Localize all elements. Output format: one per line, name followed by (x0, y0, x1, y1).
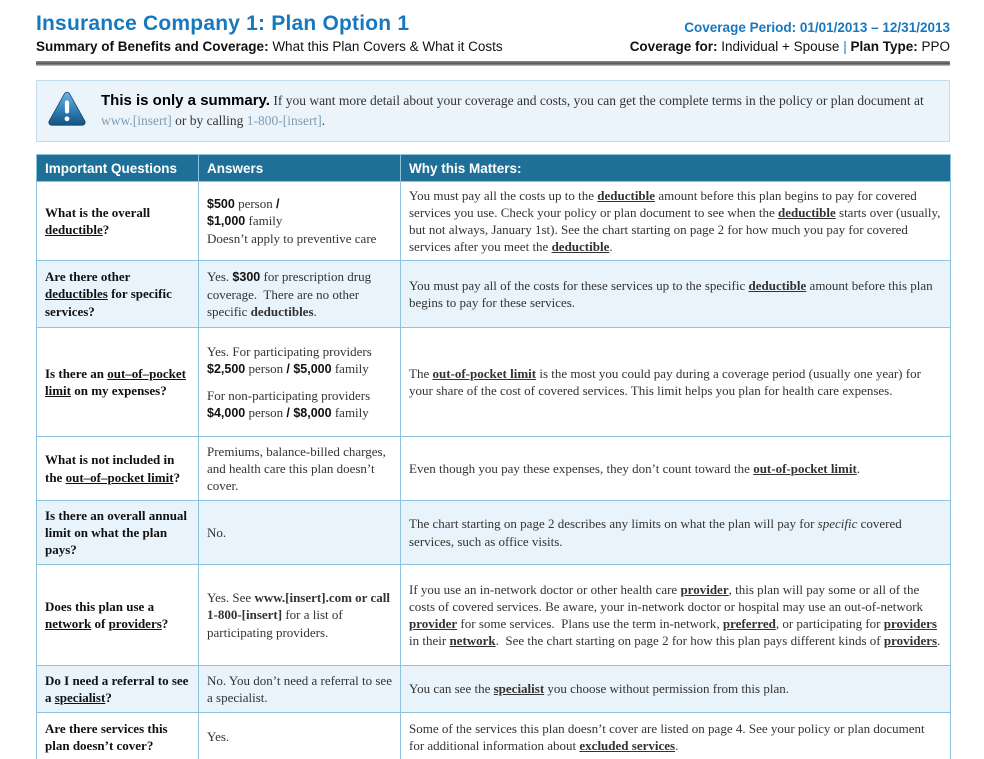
why-this-matters-cell: If you use an in-network doctor or other… (400, 564, 951, 666)
question-cell: Does this plan use a network of provider… (36, 564, 199, 666)
document-header: Insurance Company 1: Plan Option 1 Summa… (36, 12, 950, 54)
why-this-matters-cell: Some of the services this plan doesn’t c… (400, 712, 951, 759)
glossary-term-link[interactable]: provider (409, 616, 458, 631)
benefits-table-body: What is the overall deductible? $500 per… (36, 181, 951, 759)
table-row: Is there an out–of–pocket limit on my ex… (36, 327, 951, 437)
table-row: What is not included in the out–of–pocke… (36, 436, 951, 501)
amount-value: / $8,000 (286, 405, 332, 420)
table-row: Is there an overall annual limit on what… (36, 500, 951, 565)
column-header-answers: Answers (198, 154, 401, 182)
summary-notice-box: This is only a summary. If you want more… (36, 80, 950, 142)
glossary-term-link[interactable]: preferred (722, 616, 776, 631)
glossary-term-link[interactable]: network (449, 633, 496, 649)
answer-cell: No. (198, 500, 401, 565)
answer-cell: Premiums, balance-billed charges, and he… (198, 436, 401, 501)
question-cell: What is the overall deductible? (36, 181, 199, 261)
table-header-row: Important Questions Answers Why this Mat… (36, 154, 951, 182)
document-subtitle: Summary of Benefits and Coverage: What t… (36, 39, 503, 54)
question-cell: Are there services this plan doesn’t cov… (36, 712, 199, 759)
notice-title: This is only a summary. (101, 92, 270, 109)
page-title: Insurance Company 1: Plan Option 1 (36, 12, 410, 35)
answer-cell: Yes. See www.[insert].com or call 1-800-… (198, 564, 401, 666)
glossary-term-link[interactable]: provider (680, 581, 729, 597)
why-this-matters-cell: The out-of-pocket limit is the most you … (400, 327, 951, 437)
important-questions-table: Important Questions Answers Why this Mat… (36, 154, 951, 759)
glossary-term-link[interactable]: out-of-pocket limit (753, 460, 857, 476)
header-left: Insurance Company 1: Plan Option 1 Summa… (36, 12, 503, 54)
why-this-matters-cell: The chart starting on page 2 describes a… (400, 500, 951, 565)
answer-cell: Yes. (198, 712, 401, 759)
glossary-term-link[interactable]: excluded services (579, 738, 676, 753)
warning-triangle-icon (47, 90, 87, 132)
question-cell: Are there other deductibles for specific… (36, 260, 199, 328)
plan-type-label: Plan Type: (850, 39, 918, 54)
glossary-term-link[interactable]: providers (883, 616, 937, 631)
amount-value: $1,000 (207, 214, 246, 229)
pipe-separator: | (843, 39, 847, 54)
coverage-for-value: Individual + Spouse (717, 39, 844, 54)
table-row: Do I need a referral to see a specialist… (36, 665, 951, 713)
question-cell: What is not included in the out–of–pocke… (36, 436, 199, 501)
answer-cell: $500 person / $1,000 family Doesn’t apply … (198, 181, 401, 261)
column-header-important-questions: Important Questions (36, 154, 199, 182)
question-cell: Is there an out–of–pocket limit on my ex… (36, 327, 199, 437)
notice-body: If you want more detail about your cover… (101, 93, 924, 129)
coverage-for-label: Coverage for: (629, 39, 718, 54)
question-cell: Is there an overall annual limit on what… (36, 500, 199, 565)
table-row: Are there other deductibles for specific… (36, 260, 951, 328)
header-right: Coverage Period: 01/01/2013 – 12/31/2013… (630, 20, 950, 54)
answer-cell: Yes. For participating providers $2,500 … (198, 327, 401, 437)
table-row: Does this plan use a network of provider… (36, 564, 951, 666)
why-this-matters-cell: Even though you pay these expenses, they… (400, 436, 951, 501)
coverage-period-label: Coverage Period: (684, 20, 797, 35)
glossary-term-link[interactable]: out-of-pocket limit (432, 365, 537, 381)
amount-value: $2,500 (207, 362, 246, 376)
coverage-for-line: Coverage for: Individual + Spouse | Plan… (630, 39, 950, 54)
glossary-term-link[interactable]: deductible (748, 277, 807, 293)
plan-type-value: PPO (917, 39, 950, 54)
policy-phone-link[interactable]: 1-800-[insert] (246, 113, 322, 129)
header-divider (36, 61, 950, 66)
table-row: Are there services this plan doesn’t cov… (36, 712, 951, 759)
column-header-why-this-matters: Why this Matters: (400, 154, 951, 182)
amount-value: $300 (232, 270, 261, 285)
table-row: What is the overall deductible? $500 per… (36, 181, 951, 261)
answer-cell: Yes. $300 for prescription drug coverage… (198, 260, 401, 328)
answer-cell: No. You don’t need a referral to see a s… (198, 665, 401, 713)
coverage-period-value: 01/01/2013 – 12/31/2013 (796, 20, 950, 35)
amount-value: $500 (207, 196, 235, 211)
policy-website-link[interactable]: www.[insert] (101, 113, 172, 129)
glossary-term-link[interactable]: deductible (777, 204, 836, 220)
notice-text: This is only a summary. If you want more… (101, 89, 935, 130)
amount-value: / (275, 196, 280, 211)
why-this-matters-cell: You can see the specialist you choose wi… (400, 665, 951, 713)
glossary-term-link[interactable]: specialist (493, 681, 545, 697)
question-cell: Do I need a referral to see a specialist… (36, 665, 199, 713)
subtitle-label: Summary of Benefits and Coverage: (36, 39, 269, 54)
amount-value: / $5,000 (286, 362, 332, 376)
why-this-matters-cell: You must pay all of the costs for these … (400, 260, 951, 328)
glossary-term-link[interactable]: providers (883, 633, 938, 649)
glossary-term-link[interactable]: deductible (597, 187, 656, 203)
subtitle-text: What this Plan Covers & What it Costs (268, 39, 503, 54)
amount-value: $4,000 (207, 405, 246, 420)
why-this-matters-cell: You must pay all the costs up to the ded… (400, 181, 951, 261)
glossary-term-link[interactable]: deductible (551, 239, 610, 255)
coverage-period-line: Coverage Period: 01/01/2013 – 12/31/2013 (630, 20, 950, 35)
